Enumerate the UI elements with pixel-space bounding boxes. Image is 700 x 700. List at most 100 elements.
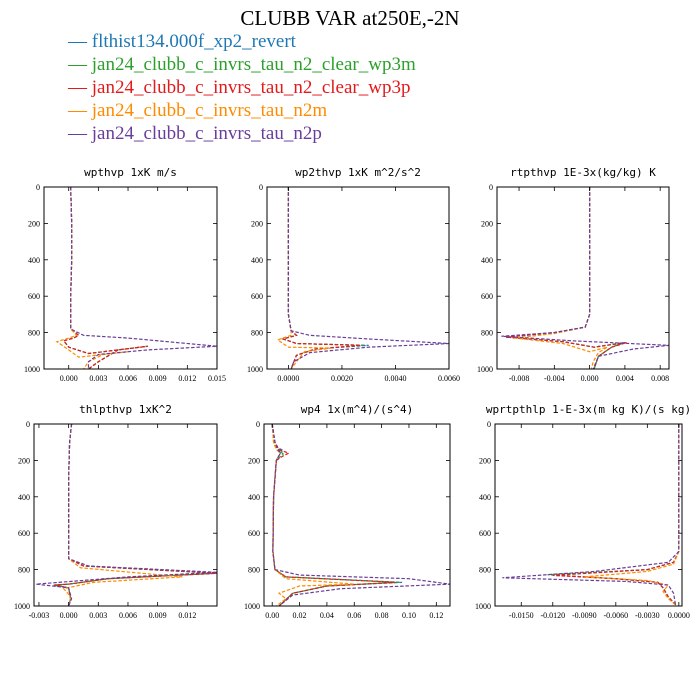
x-tick-label: 0.006 [119, 374, 137, 383]
series-line-2 [53, 424, 216, 606]
panel-title: rtpthvp 1E-3x(kg/kg) K [510, 166, 656, 179]
x-tick-label: 0.08 [375, 611, 389, 620]
series-group [276, 187, 449, 369]
x-tick-label: 0.0000 [668, 611, 690, 620]
legend-swatch: — [68, 123, 92, 144]
x-tick-label: 0.0060 [438, 374, 460, 383]
series-group [271, 424, 450, 606]
panel-4: thlpthvp 1xK^2 0 200 400 600 800 1000-0.003 0.0… [14, 403, 218, 620]
legend-swatch: — [68, 54, 92, 75]
plot-frame [496, 186, 670, 370]
series-line-3 [281, 187, 361, 369]
y-tick-label: 0 [487, 420, 491, 429]
series-line-4 [55, 187, 129, 369]
x-tick-label: 0.004 [616, 374, 634, 383]
legend: — flthist134.000f_xp2_revert — jan24_clu… [68, 30, 416, 145]
x-tick-label: 0.003 [89, 374, 107, 383]
x-tick-label: 0.003 [89, 611, 107, 620]
legend-swatch: — [68, 31, 92, 52]
x-tick-label: 0.012 [178, 611, 196, 620]
x-tick-label: -0.0030 [635, 611, 660, 620]
x-tick-label: 0.000 [581, 374, 599, 383]
x-tick-label: 0.02 [293, 611, 307, 620]
x-tick-label: -0.004 [544, 374, 565, 383]
series-line-5 [501, 187, 669, 369]
y-tick-label: 600 [251, 292, 263, 301]
panel-title: wp4 1x(m^4)/(s^4) [301, 403, 414, 416]
y-tick-label: 0 [259, 183, 263, 192]
legend-label: flthist134.000f_xp2_revert [91, 31, 296, 52]
y-tick-label: 800 [28, 329, 40, 338]
x-tick-label: 0.10 [402, 611, 416, 620]
x-tick-label: -0.003 [29, 611, 50, 620]
y-tick-label: 200 [251, 219, 263, 228]
x-tick-label: -0.0150 [509, 611, 534, 620]
series-line-4 [584, 424, 680, 606]
y-tick-label: 200 [481, 219, 493, 228]
legend-label: jan24_clubb_c_invrs_tau_n2_clear_wp3m [91, 54, 416, 75]
plot-frame [33, 423, 218, 607]
legend-entry-2: — jan24_clubb_c_invrs_tau_n2_clear_wp3m [68, 53, 416, 76]
x-tick-label: 0.0020 [331, 374, 353, 383]
series-line-3 [53, 424, 217, 606]
legend-swatch: — [68, 100, 92, 121]
y-tick-label: 800 [481, 329, 493, 338]
x-tick-label: 0.04 [320, 611, 334, 620]
y-tick-label: 200 [18, 456, 30, 465]
x-tick-label: 0.0000 [277, 374, 299, 383]
x-tick-label: 0.06 [347, 611, 361, 620]
series-line-1 [281, 187, 369, 369]
legend-entry-4: — jan24_clubb_c_invrs_tau_n2m [68, 99, 416, 122]
x-tick-label: -0.0090 [572, 611, 597, 620]
series-group [55, 187, 217, 369]
y-tick-label: 400 [28, 256, 40, 265]
legend-swatch: — [68, 77, 92, 98]
x-tick-label: 0.012 [178, 374, 196, 383]
panel-title: wp2thvp 1xK m^2/s^2 [295, 166, 421, 179]
y-tick-label: 400 [18, 493, 30, 502]
panel-title: thlpthvp 1xK^2 [79, 403, 172, 416]
y-tick-label: 1000 [14, 602, 30, 611]
y-tick-label: 1000 [244, 602, 260, 611]
y-tick-label: 200 [479, 456, 491, 465]
series-group [501, 187, 669, 369]
y-tick-label: 1000 [247, 365, 263, 374]
y-tick-label: 1000 [24, 365, 40, 374]
series-line-1 [53, 424, 217, 606]
panel-5: wp4 1x(m^4)/(s^4) 0 200 400 600 800 1000 0.00 0.… [244, 403, 451, 620]
series-line-1 [505, 187, 626, 369]
y-tick-label: 600 [481, 292, 493, 301]
series-group [502, 424, 680, 606]
legend-entry-1: — flthist134.000f_xp2_revert [68, 30, 416, 53]
x-tick-label: 0.008 [651, 374, 669, 383]
y-tick-label: 0 [26, 420, 30, 429]
y-tick-label: 200 [28, 219, 40, 228]
legend-entry-5: — jan24_clubb_c_invrs_tau_n2p [68, 122, 416, 145]
series-line-4 [276, 187, 332, 369]
y-tick-label: 0 [489, 183, 493, 192]
x-tick-label: 0.000 [60, 611, 78, 620]
series-line-3 [271, 424, 396, 606]
y-tick-label: 0 [256, 420, 260, 429]
series-group [35, 424, 217, 606]
legend-label: jan24_clubb_c_invrs_tau_n2_clear_wp3p [91, 77, 411, 98]
x-tick-label: 0.006 [119, 611, 137, 620]
x-tick-label: -0.008 [509, 374, 530, 383]
y-tick-label: 800 [479, 566, 491, 575]
series-line-3 [62, 187, 148, 369]
series-line-1 [62, 187, 148, 369]
y-tick-label: 600 [18, 529, 30, 538]
plot-frame [263, 423, 451, 607]
y-tick-label: 800 [18, 566, 30, 575]
series-line-2 [271, 424, 399, 606]
panel-3: rtpthvp 1E-3x(kg/kg) K 0 200 400 600 800 1000 -… [477, 166, 670, 383]
y-tick-label: 800 [251, 329, 263, 338]
y-tick-label: 800 [248, 566, 260, 575]
series-line-1 [271, 424, 403, 606]
x-tick-label: 0.0040 [384, 374, 406, 383]
series-line-5 [287, 187, 449, 369]
y-tick-label: 600 [479, 529, 491, 538]
series-line-5 [35, 424, 217, 606]
series-line-2 [62, 187, 148, 369]
